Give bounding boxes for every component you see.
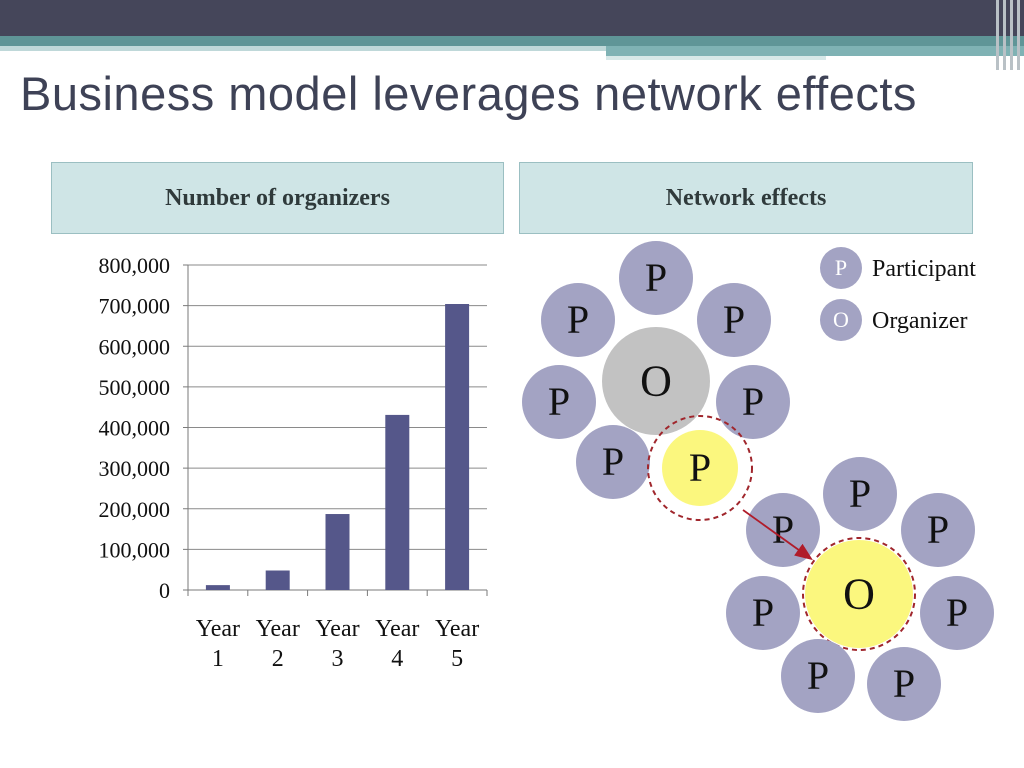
svg-text:P: P [807, 653, 829, 698]
svg-text:P: P [602, 439, 624, 484]
svg-text:P: P [893, 661, 915, 706]
x-tick-label: Year 4 [375, 616, 419, 672]
y-tick-label: 600,000 [99, 334, 171, 359]
svg-text:P: P [946, 590, 968, 635]
svg-text:Organizer: Organizer [872, 308, 968, 334]
svg-text:P: P [752, 590, 774, 635]
participant-node: P [781, 639, 855, 713]
participant-node: P [619, 241, 693, 315]
svg-text:P: P [723, 297, 745, 342]
bar [445, 304, 470, 590]
participant-node: P [541, 283, 615, 357]
svg-text:P: P [567, 297, 589, 342]
slide-title: Business model leverages network effects [20, 67, 917, 120]
participant-node: P [867, 647, 941, 721]
participant-node: P [576, 425, 650, 499]
svg-text:P: P [772, 507, 794, 552]
organizer-node: O [602, 327, 710, 435]
corner-decoration [994, 0, 1024, 70]
participant-node: P [726, 576, 800, 650]
y-tick-label: 100,000 [99, 537, 171, 562]
top-accent-stripe [606, 46, 1024, 56]
x-tick-label: Year 3 [315, 616, 359, 672]
top-bar [0, 0, 1024, 36]
top-accent-stripe [0, 36, 1024, 46]
highlighted-participant-node: P [662, 430, 738, 506]
chart-header-label: Number of organizers [165, 184, 390, 211]
top-accent-stripe [0, 46, 606, 51]
svg-text:O: O [843, 570, 875, 619]
svg-text:P: P [689, 445, 711, 490]
bar-chart: 0 100,000 200,000 300,000 400,000 500,000 600,… [99, 253, 488, 672]
legend-item: P Participant [820, 247, 976, 289]
highlighted-organizer-node: O [805, 540, 913, 648]
highlight-ring [802, 537, 916, 651]
y-tick-label: 500,000 [99, 375, 171, 400]
x-tick-label: Year 2 [256, 616, 300, 672]
x-tick-label: Year 1 [196, 616, 240, 672]
top-accent-stripe [606, 56, 826, 60]
svg-text:P: P [835, 255, 847, 280]
y-tick-label: 300,000 [99, 456, 171, 481]
x-tick-label: Year 5 [435, 616, 479, 672]
participant-node: P [901, 493, 975, 567]
svg-text:P: P [645, 255, 667, 300]
svg-text:P: P [927, 507, 949, 552]
bar [205, 585, 230, 590]
join-arrow [742, 509, 813, 561]
svg-text:Participant: Participant [872, 256, 976, 282]
svg-text:O: O [640, 357, 672, 406]
bar [265, 570, 290, 590]
participant-node: P [522, 365, 596, 439]
y-tick-label: 0 [159, 578, 170, 603]
participant-node: P [823, 457, 897, 531]
network-header: Network effects [519, 162, 973, 234]
svg-text:O: O [833, 307, 849, 332]
participant-node: P [716, 365, 790, 439]
svg-text:P: P [548, 379, 570, 424]
y-tick-label: 400,000 [99, 416, 171, 441]
participant-node: P [920, 576, 994, 650]
svg-text:P: P [849, 471, 871, 516]
bar [325, 514, 350, 590]
participant-node: P [746, 493, 820, 567]
participant-node: P [697, 283, 771, 357]
highlight-ring [647, 415, 753, 521]
legend-item: O Organizer [820, 299, 968, 341]
y-tick-label: 800,000 [99, 253, 171, 278]
bar [385, 414, 410, 590]
svg-text:P: P [742, 379, 764, 424]
network-header-label: Network effects [665, 184, 827, 211]
chart-header: Number of organizers [51, 162, 504, 234]
y-tick-label: 700,000 [99, 294, 171, 319]
y-tick-label: 200,000 [99, 497, 171, 522]
